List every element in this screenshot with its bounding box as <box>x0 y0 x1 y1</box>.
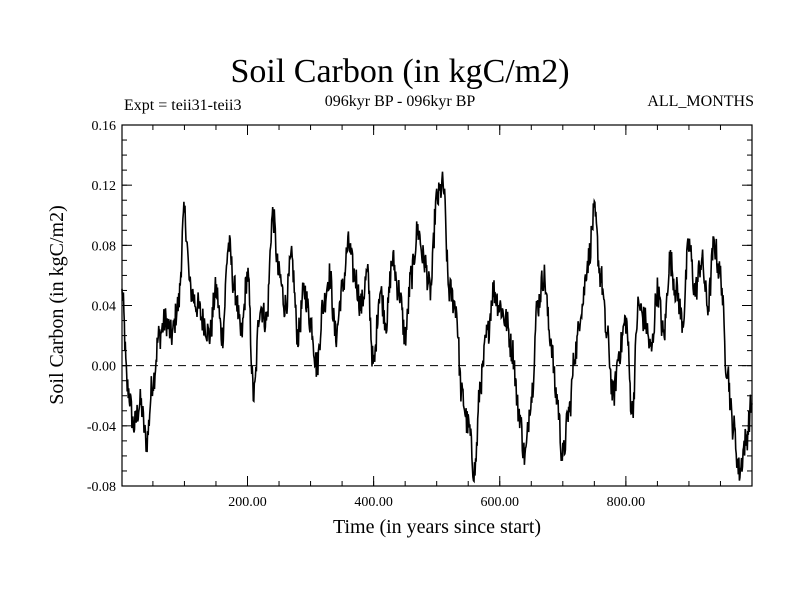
series-line <box>121 171 753 484</box>
x-tick-label: 600.00 <box>480 495 519 510</box>
y-axis-ticks: -0.08 -0.04 0.00 0.04 0.08 0.12 0.16 <box>87 119 752 495</box>
x-tick-label: 400.00 <box>354 495 393 510</box>
y-tick-label: 0.08 <box>92 239 117 254</box>
y-tick-label: 0.04 <box>92 300 117 315</box>
x-axis-label: Time (in years since start) <box>333 516 541 538</box>
months-label: ALL_MONTHS <box>647 93 754 110</box>
x-axis-ticks: 200.00 400.00 600.00 800.00 <box>152 125 721 510</box>
x-tick-label: 200.00 <box>228 495 267 510</box>
chart-subtitle: 096kyr BP - 096kyr BP <box>324 93 476 110</box>
y-tick-label: 0.12 <box>92 179 117 194</box>
x-tick-label: 800.00 <box>607 495 646 510</box>
y-tick-label: 0.16 <box>92 119 117 134</box>
chart-title: Soil Carbon (in kgC/m2) <box>230 53 570 90</box>
y-tick-label: -0.04 <box>87 420 116 435</box>
y-tick-label: -0.08 <box>87 480 116 495</box>
expt-label: Expt = teii31-teii3 <box>124 97 242 114</box>
y-axis-label: Soil Carbon (in kgC/m2) <box>46 205 68 404</box>
y-tick-label: 0.00 <box>92 360 117 375</box>
